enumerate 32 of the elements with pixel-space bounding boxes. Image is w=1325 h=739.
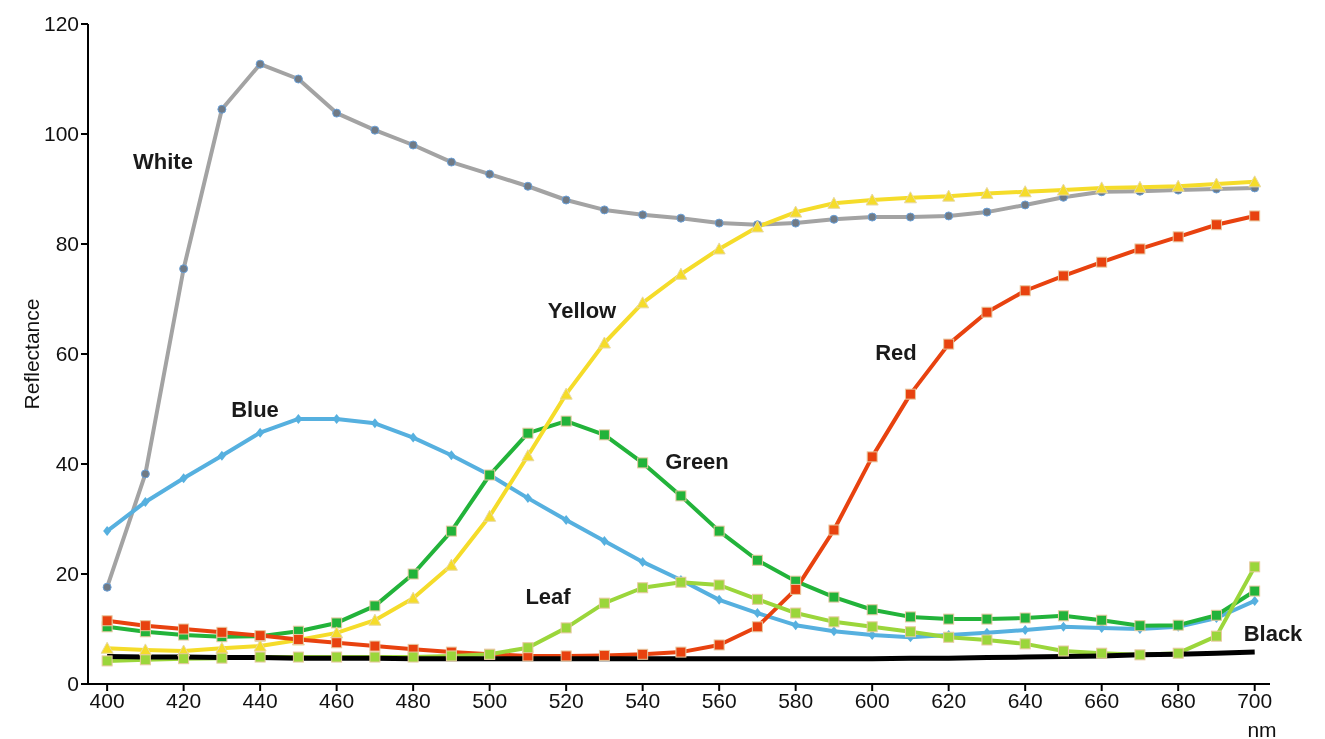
y-axis-title: Reflectance [20,298,44,410]
x-tick-label: 420 [166,688,202,712]
x-tick-label: 640 [1007,688,1043,712]
series-label: Red [875,340,917,366]
x-tick-label: 600 [854,688,890,712]
x-tick-label: 560 [701,688,737,712]
x-tick-label: 480 [395,688,431,712]
x-tick-label: 500 [472,688,508,712]
x-tick-label: 620 [931,688,967,712]
y-tick-label: 60 [55,342,79,366]
x-tick-label: 440 [242,688,278,712]
x-tick-label: 680 [1160,688,1196,712]
x-axis-title: nm [1247,718,1277,739]
series-label: Yellow [547,298,617,324]
x-tick-label: 700 [1237,688,1273,712]
x-tick-label: 460 [319,688,355,712]
x-tick-label: 400 [89,688,125,712]
x-tick-label: 540 [625,688,661,712]
series-label: Green [665,449,729,475]
x-tick-label: 660 [1084,688,1120,712]
series-label: Blue [231,397,279,423]
x-tick-label: 520 [548,688,584,712]
y-tick-label: 0 [67,672,79,696]
series-label: Black [1243,621,1303,647]
y-tick-label: 100 [43,122,79,146]
y-tick-label: 120 [43,12,79,36]
y-tick-label: 80 [55,232,79,256]
series-label: White [133,149,193,175]
series-label: Leaf [525,584,571,610]
x-tick-label: 580 [778,688,814,712]
y-tick-label: 20 [55,562,79,586]
y-tick-label: 40 [55,452,79,476]
